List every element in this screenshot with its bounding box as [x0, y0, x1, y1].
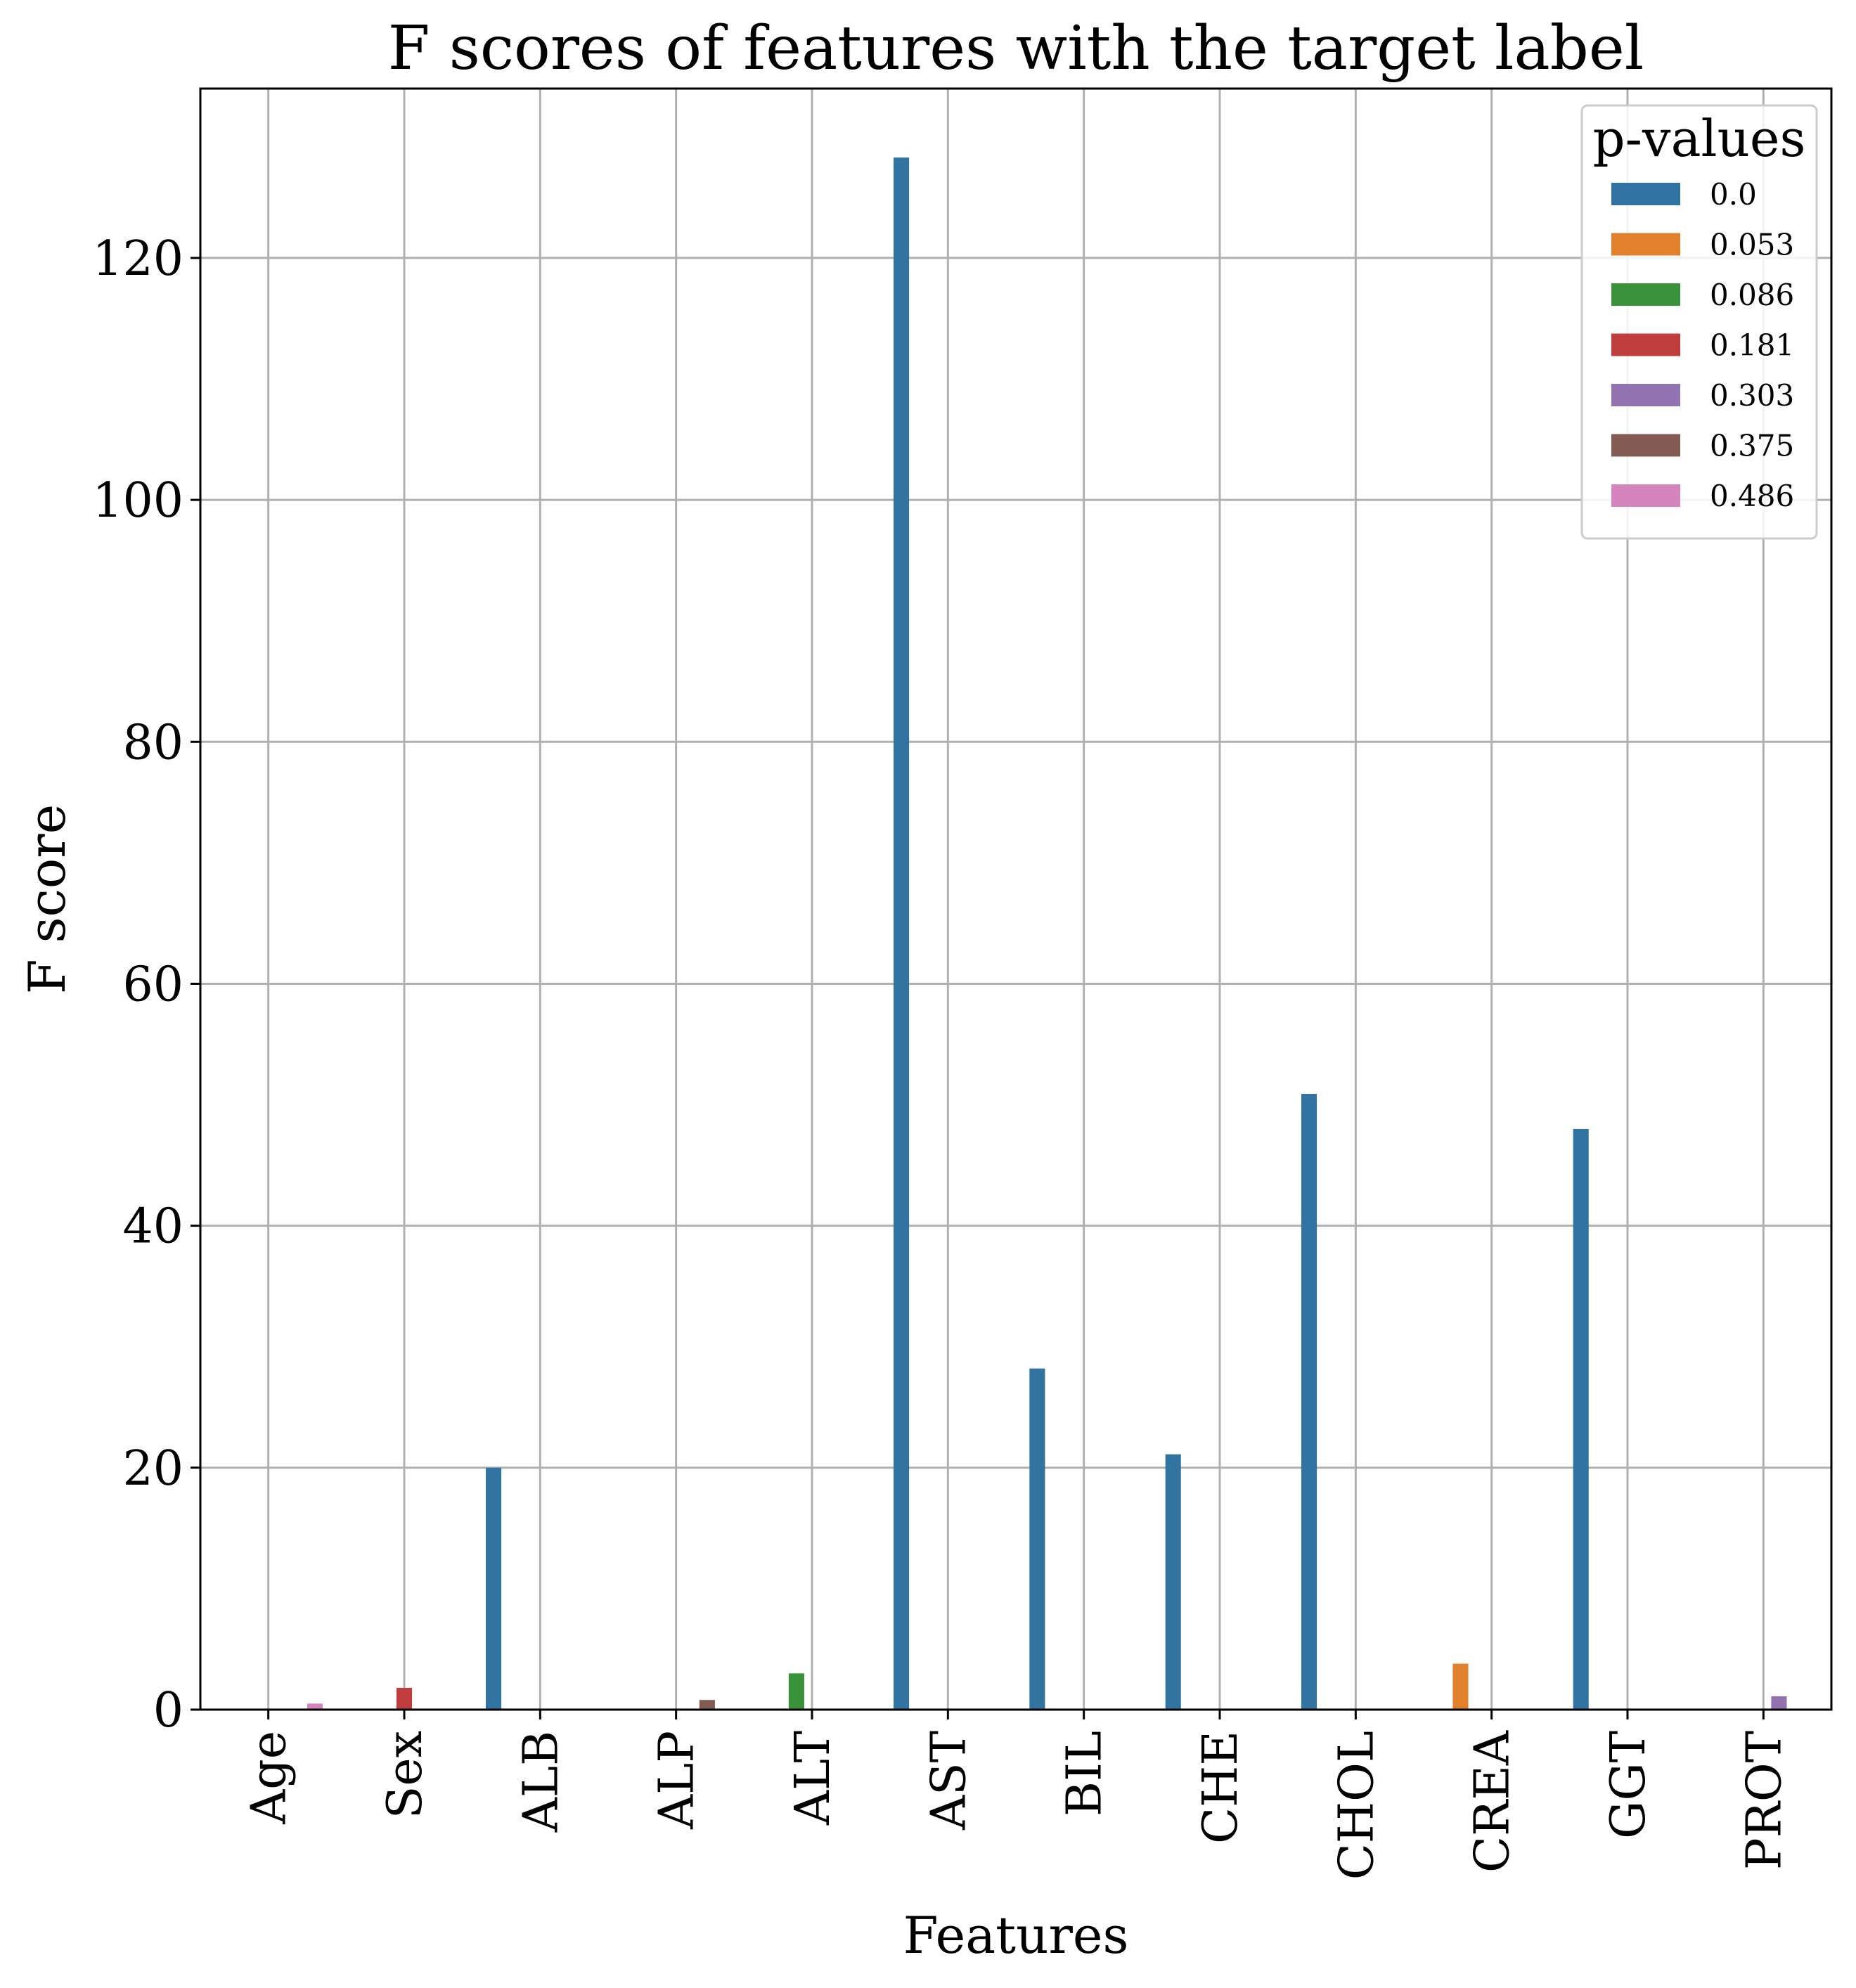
bar-chol	[1301, 1094, 1317, 1710]
legend-label: 0.053	[1710, 228, 1794, 262]
bar-prot	[1771, 1696, 1787, 1710]
x-tick-label: Age	[242, 1731, 297, 1825]
legend-swatch	[1611, 333, 1680, 356]
legend-swatch	[1611, 283, 1680, 306]
legend-label: 0.086	[1710, 278, 1794, 312]
y-tick-label: 0	[153, 1683, 183, 1738]
y-tick-label: 40	[122, 1199, 183, 1255]
x-axis-label: Features	[903, 1906, 1129, 1965]
y-tick-label: 60	[122, 957, 183, 1012]
y-tick-label: 20	[122, 1441, 183, 1497]
x-tick-label: CHOL	[1329, 1731, 1384, 1880]
bars	[307, 157, 1787, 1710]
legend-label: 0.181	[1710, 328, 1794, 363]
x-tick-label: ALP	[650, 1731, 705, 1830]
x-axis: Age Sex ALB ALP ALT AST BIL CHE CHOL CREA GGT PROT	[242, 1710, 1792, 1880]
legend-swatch	[1611, 434, 1680, 457]
bar-alt	[788, 1673, 804, 1710]
bar-age	[307, 1703, 323, 1710]
x-tick-label: CREA	[1465, 1730, 1521, 1873]
y-tick-label: 100	[92, 473, 183, 529]
x-tick-label: PROT	[1736, 1731, 1792, 1870]
y-tick-label: 120	[92, 231, 183, 287]
x-tick-label: CHE	[1193, 1731, 1249, 1844]
legend-label: 0.486	[1710, 479, 1794, 513]
bar-bil	[1029, 1368, 1045, 1710]
x-tick-label: BIL	[1057, 1731, 1113, 1816]
bar-alb	[486, 1467, 502, 1710]
x-tick-label: GGT	[1601, 1731, 1656, 1839]
legend-label: 0.375	[1710, 429, 1794, 463]
x-tick-label: ALB	[513, 1731, 569, 1833]
y-axis-label: F score	[18, 804, 77, 995]
bar-ggt	[1573, 1128, 1589, 1710]
legend-box	[1580, 104, 1818, 540]
legend-swatch	[1611, 183, 1680, 205]
y-axis: 0 20 40 60 80 100 120	[92, 231, 200, 1738]
bar-ast	[894, 157, 910, 1710]
legend-swatch	[1611, 384, 1680, 406]
bar-sex	[396, 1688, 413, 1710]
x-tick-label: Sex	[378, 1731, 433, 1819]
chart-title: F scores of features with the target lab…	[388, 13, 1644, 84]
legend-swatch	[1611, 484, 1680, 507]
plot-area-frame	[199, 87, 1833, 1711]
bar-alp	[699, 1700, 715, 1710]
bar-crea	[1452, 1663, 1469, 1710]
legend-swatch	[1611, 233, 1680, 256]
legend-label: 0.0	[1710, 177, 1757, 212]
bar-che	[1165, 1454, 1181, 1710]
x-tick-label: ALT	[785, 1731, 841, 1826]
legend-title: p-values	[1593, 109, 1806, 168]
legend-label: 0.303	[1710, 378, 1794, 413]
x-tick-label: AST	[921, 1731, 977, 1831]
y-tick-label: 80	[122, 715, 183, 770]
legend: p-values 0.0 0.053 0.086 0.181 0.303 0.375 0.48…	[1580, 104, 1818, 540]
